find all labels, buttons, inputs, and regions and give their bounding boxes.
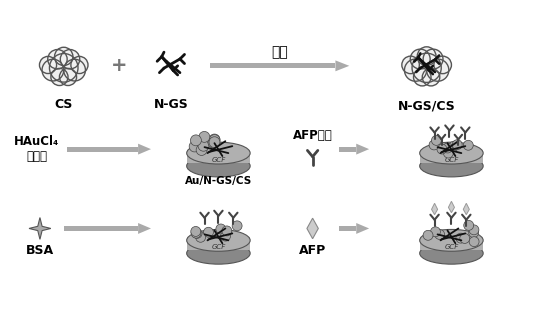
Circle shape: [191, 228, 201, 238]
Polygon shape: [339, 147, 356, 152]
Text: 电沉积: 电沉积: [26, 150, 48, 163]
Circle shape: [432, 138, 442, 148]
Polygon shape: [210, 63, 335, 68]
Circle shape: [198, 140, 209, 151]
Circle shape: [404, 59, 426, 81]
Circle shape: [59, 68, 77, 86]
Circle shape: [417, 47, 436, 65]
Circle shape: [71, 56, 88, 74]
Ellipse shape: [419, 142, 483, 164]
Circle shape: [42, 59, 64, 81]
Circle shape: [40, 56, 57, 74]
Text: +: +: [111, 56, 127, 75]
Polygon shape: [67, 147, 138, 152]
Circle shape: [402, 56, 419, 74]
Circle shape: [196, 232, 205, 242]
Polygon shape: [448, 201, 454, 213]
Text: GCF: GCF: [211, 157, 226, 163]
Circle shape: [190, 135, 201, 146]
Text: AFP抗体: AFP抗体: [293, 129, 332, 142]
Polygon shape: [138, 223, 151, 234]
Text: Au/N-GS/CS: Au/N-GS/CS: [185, 176, 252, 186]
Circle shape: [64, 59, 86, 81]
Polygon shape: [187, 150, 250, 163]
Text: GCF: GCF: [211, 244, 226, 250]
Circle shape: [55, 47, 73, 65]
Circle shape: [209, 134, 220, 145]
Text: GCF: GCF: [444, 157, 458, 163]
Circle shape: [422, 68, 440, 86]
Circle shape: [442, 143, 453, 153]
Text: AFP: AFP: [299, 244, 326, 257]
Polygon shape: [138, 144, 151, 155]
Circle shape: [209, 137, 220, 148]
Circle shape: [220, 231, 231, 241]
Circle shape: [431, 227, 440, 237]
Circle shape: [191, 226, 201, 237]
Circle shape: [449, 141, 458, 151]
Circle shape: [60, 50, 80, 69]
Ellipse shape: [419, 155, 483, 177]
Text: CS: CS: [55, 98, 73, 111]
Ellipse shape: [419, 229, 483, 251]
Circle shape: [437, 144, 447, 154]
Polygon shape: [187, 237, 250, 250]
Circle shape: [460, 234, 470, 243]
Polygon shape: [356, 144, 369, 155]
Ellipse shape: [187, 142, 250, 164]
Ellipse shape: [187, 242, 250, 264]
Text: HAuCl₄: HAuCl₄: [14, 135, 59, 148]
Circle shape: [209, 135, 220, 145]
Circle shape: [216, 224, 226, 234]
Ellipse shape: [187, 155, 250, 177]
Circle shape: [196, 144, 207, 155]
Circle shape: [412, 53, 441, 83]
Circle shape: [429, 140, 439, 150]
Polygon shape: [29, 217, 51, 240]
Circle shape: [431, 136, 441, 145]
Circle shape: [452, 140, 462, 150]
Circle shape: [463, 140, 473, 150]
Circle shape: [208, 137, 219, 148]
Circle shape: [49, 54, 78, 82]
Text: BSA: BSA: [26, 244, 54, 257]
Ellipse shape: [187, 229, 250, 251]
Polygon shape: [356, 223, 369, 234]
Circle shape: [222, 226, 232, 236]
Polygon shape: [307, 218, 318, 239]
Polygon shape: [419, 150, 483, 163]
Ellipse shape: [419, 242, 483, 264]
Circle shape: [435, 230, 445, 240]
Polygon shape: [335, 61, 349, 71]
Polygon shape: [339, 226, 356, 231]
Circle shape: [51, 68, 68, 86]
Text: 超声: 超声: [272, 45, 288, 59]
Polygon shape: [419, 237, 483, 250]
Circle shape: [444, 148, 453, 158]
Circle shape: [434, 56, 452, 74]
Circle shape: [423, 49, 443, 69]
Text: N-GS/CS: N-GS/CS: [398, 99, 455, 112]
Circle shape: [469, 225, 479, 235]
Circle shape: [48, 50, 67, 69]
Circle shape: [192, 228, 202, 239]
Polygon shape: [463, 203, 469, 215]
Circle shape: [203, 227, 213, 237]
Text: GCF: GCF: [444, 244, 458, 250]
Circle shape: [189, 141, 200, 152]
Polygon shape: [64, 226, 138, 231]
Circle shape: [199, 131, 210, 142]
Circle shape: [426, 59, 449, 81]
Circle shape: [469, 237, 479, 247]
Polygon shape: [432, 203, 438, 215]
Text: N-GS: N-GS: [154, 98, 188, 111]
Circle shape: [414, 68, 431, 86]
Circle shape: [410, 49, 430, 69]
Circle shape: [423, 230, 433, 240]
Circle shape: [232, 221, 242, 231]
Circle shape: [464, 220, 473, 230]
Circle shape: [456, 233, 466, 243]
Circle shape: [469, 228, 479, 238]
